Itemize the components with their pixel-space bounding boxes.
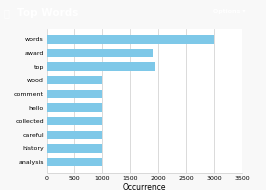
Bar [47, 49, 153, 57]
Bar [47, 90, 102, 98]
Bar [47, 117, 102, 125]
Bar [47, 76, 102, 85]
X-axis label: Occurrence: Occurrence [123, 184, 166, 190]
Bar [47, 158, 102, 166]
Text: Options ▾: Options ▾ [213, 9, 246, 14]
Bar [47, 62, 155, 71]
Text: Top Words: Top Words [17, 8, 79, 18]
Text: ⌕: ⌕ [4, 8, 10, 18]
Bar [47, 35, 214, 44]
Bar [47, 131, 102, 139]
Bar [47, 144, 102, 153]
Bar [47, 103, 102, 112]
